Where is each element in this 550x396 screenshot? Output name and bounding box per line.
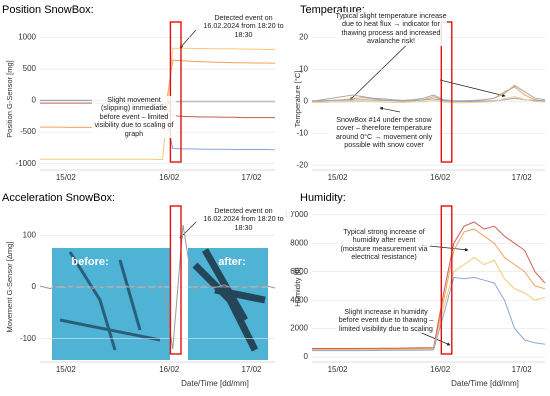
- panel-title: Acceleration SnowBox:: [2, 192, 115, 204]
- x-tick-label: 17/02: [512, 173, 533, 182]
- x-tick-label: 15/02: [328, 365, 349, 374]
- event-box: [169, 21, 182, 163]
- panel-title: Humidity:: [300, 192, 346, 204]
- y-axis-label: Temperature [°C]: [293, 71, 302, 128]
- x-tick-label: 15/02: [56, 173, 77, 182]
- y-tick-label: -1000: [16, 159, 37, 168]
- y-tick-label: 500: [23, 64, 37, 73]
- y-tick-label: 100: [23, 230, 37, 239]
- y-tick-label: -100: [20, 334, 37, 343]
- y-tick-label: 10'000: [284, 210, 308, 219]
- image-label: before:: [71, 256, 108, 268]
- x-axis-label: Date/Time [dd/mm]: [451, 379, 519, 388]
- y-axis-label: Humidity [ff]: [293, 267, 302, 306]
- y-tick-label: 0: [304, 97, 309, 106]
- series-line: [312, 228, 546, 350]
- arrows: [149, 29, 506, 346]
- x-tick-label: 17/02: [241, 173, 262, 182]
- series-line: [312, 96, 546, 104]
- x-tick-label: 15/02: [328, 173, 349, 182]
- x-axis-label: Date/Time [dd/mm]: [181, 379, 249, 388]
- annotation: Detected event on 16.02.2024 from 18:20 …: [196, 13, 291, 40]
- y-axis-label: Movement G-Sensor [Δmg]: [5, 242, 14, 333]
- x-tick-label: 16/02: [430, 173, 451, 182]
- series-line: [312, 97, 546, 102]
- x-tick-label: 16/02: [159, 365, 180, 374]
- y-tick-label: 0: [304, 352, 309, 361]
- event-box: [169, 205, 182, 355]
- series-line: [40, 47, 275, 161]
- annotation: Slight movement (slipping) immediatie be…: [92, 95, 176, 139]
- y-axis-label: Position G-Sensor [mg]: [5, 60, 14, 138]
- y-tick-label: 6000: [290, 267, 308, 276]
- y-tick-label: 8000: [290, 238, 308, 247]
- series-line: [311, 84, 546, 102]
- y-tick-label: 4000: [290, 295, 308, 304]
- annotation: Typical slight temperature increase due …: [335, 11, 447, 46]
- y-tick-label: -10: [296, 128, 308, 137]
- annotation: Detected event on 16.02.2024 from 18:20 …: [196, 206, 291, 233]
- series-line: [312, 86, 546, 102]
- image-label: after:: [218, 256, 246, 268]
- y-tick-label: 0: [32, 96, 37, 105]
- y-tick-label: 20: [299, 33, 308, 42]
- x-tick-label: 16/02: [159, 173, 180, 182]
- annotation: Slight increase in humidity before event…: [336, 307, 436, 334]
- y-tick-label: 10: [299, 65, 308, 74]
- x-tick-label: 17/02: [512, 365, 533, 374]
- x-tick-label: 16/02: [430, 365, 451, 374]
- photo-before: [52, 248, 170, 360]
- x-tick-label: 17/02: [241, 365, 262, 374]
- event-box: [440, 205, 453, 355]
- series-line: [312, 256, 546, 351]
- annotation: Typical strong increase of humidity afte…: [338, 227, 430, 262]
- y-tick-label: -20: [296, 160, 308, 169]
- series-line: [312, 276, 546, 352]
- y-tick-label: 2000: [290, 324, 308, 333]
- x-tick-label: 15/02: [56, 365, 77, 374]
- y-tick-label: 1000: [18, 33, 36, 42]
- annotation: SnowBox #14 under the snow cover – there…: [328, 115, 440, 150]
- series-line: [39, 224, 276, 350]
- panel-title: Position SnowBox:: [2, 4, 94, 16]
- series-line: [312, 221, 546, 349]
- y-tick-label: -500: [20, 127, 37, 136]
- y-tick-label: 0: [32, 282, 37, 291]
